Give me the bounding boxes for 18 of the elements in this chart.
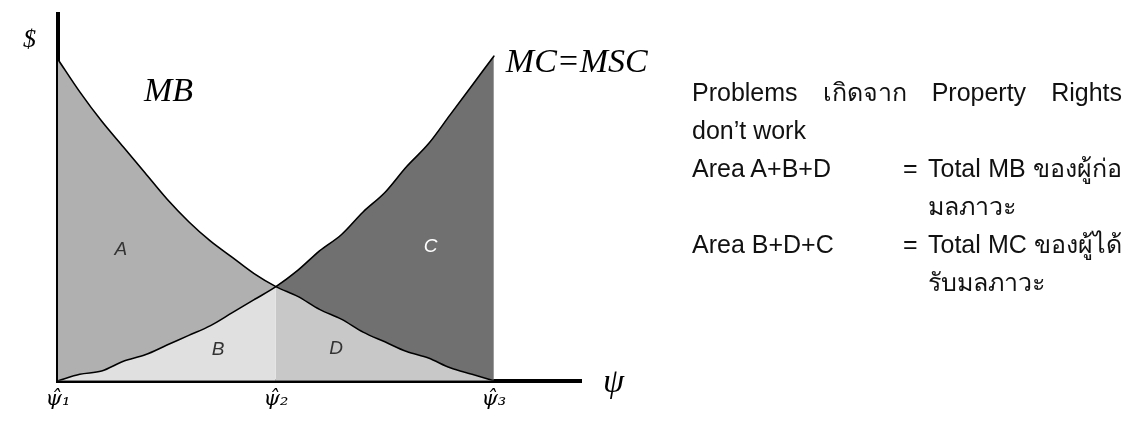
x-tick-label: ψ̂₃ (481, 385, 507, 410)
x-tick-label: ψ̂₁ (45, 385, 71, 410)
text: = (903, 229, 919, 260)
series-label: MB (143, 71, 194, 109)
series-label: A (113, 238, 128, 260)
text: = (903, 153, 919, 184)
x-tick-label: ψ̂₂ (263, 385, 289, 410)
text: Problems เกิดจาก Property Rights don’t work (692, 77, 1122, 146)
text: Area B+D+C (692, 229, 835, 260)
x-axis-title: ψ (603, 361, 625, 399)
series-label: C (423, 234, 438, 256)
y-axis-title: $ (23, 23, 36, 53)
series-label: D (329, 336, 344, 358)
series-label: MC=MSC (504, 42, 649, 80)
text: Total MC ของผู้ได้รับมลภาวะ (928, 229, 1122, 298)
text: Total MB ของผู้ก่อมลภาวะ (928, 153, 1122, 222)
series-label: B (211, 337, 225, 359)
text: Area A+B+D (692, 153, 832, 184)
